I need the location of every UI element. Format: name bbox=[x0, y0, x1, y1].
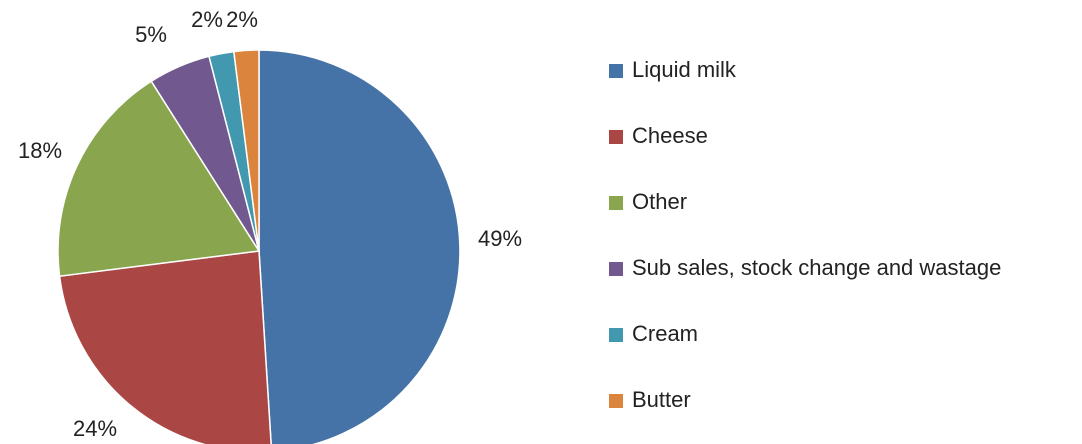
legend-swatch-liquid-milk bbox=[609, 64, 623, 78]
legend: Liquid milk Cheese Other Sub sales, stock c… bbox=[609, 57, 1001, 412]
pie-label-sub-sales-stock-change-and-wastage: 5% bbox=[135, 22, 167, 47]
pie-slice-cheese bbox=[58, 250, 272, 444]
legend-item-liquid-milk: Liquid milk bbox=[609, 57, 737, 82]
legend-item-other: Other bbox=[609, 189, 687, 214]
pie-label-cheese: 24% bbox=[73, 416, 117, 441]
legend-swatch-cheese bbox=[609, 130, 623, 144]
legend-swatch-other bbox=[609, 196, 623, 210]
legend-item-cream: Cream bbox=[609, 321, 698, 346]
legend-item-sub-sales-stock-change-and-wastage: Sub sales, stock change and wastage bbox=[609, 255, 1001, 280]
pie-slice-butter bbox=[232, 49, 260, 252]
pie-slices bbox=[57, 49, 461, 444]
pie-label-butter: 2% bbox=[226, 7, 258, 32]
legend-swatch-butter bbox=[609, 394, 623, 408]
legend-label-cheese: Cheese bbox=[632, 123, 708, 148]
legend-item-butter: Butter bbox=[609, 387, 691, 412]
pie-slice-other bbox=[57, 80, 261, 278]
percentage-labels: 49% 24% 18% 5% 2% 2% bbox=[18, 7, 522, 441]
legend-label-liquid-milk: Liquid milk bbox=[632, 57, 737, 82]
pie-label-other: 18% bbox=[18, 138, 62, 163]
legend-label-cream: Cream bbox=[632, 321, 698, 346]
pie-label-cream: 2% bbox=[191, 7, 223, 32]
legend-label-butter: Butter bbox=[632, 387, 691, 412]
legend-item-cheese: Cheese bbox=[609, 123, 708, 148]
legend-label-other: Other bbox=[632, 189, 687, 214]
legend-swatch-cream bbox=[609, 328, 623, 342]
legend-swatch-sub-sales-stock-change-and-wastage bbox=[609, 262, 623, 276]
pie-slice-liquid-milk bbox=[258, 49, 461, 444]
legend-label-sub-sales-stock-change-and-wastage: Sub sales, stock change and wastage bbox=[632, 255, 1001, 280]
pie-label-liquid-milk: 49% bbox=[478, 226, 522, 251]
